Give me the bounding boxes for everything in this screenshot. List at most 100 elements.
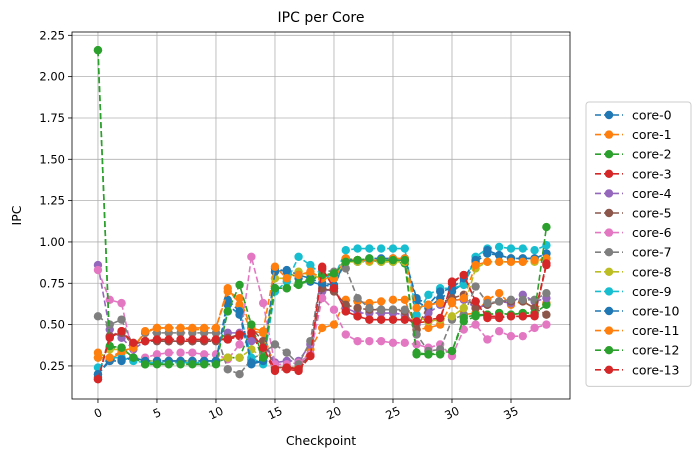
data-point [223,287,232,296]
data-point [93,312,103,321]
data-point [306,275,315,285]
data-point [341,307,350,316]
data-point [329,320,339,329]
data-point [270,284,280,293]
legend-item: core-10 [595,304,680,319]
data-point [353,293,362,303]
data-point [518,312,527,321]
data-point [518,295,527,305]
data-point [471,297,480,306]
legend-item: core-0 [595,108,672,123]
data-point [530,255,539,265]
data-point [388,295,398,305]
legend-item: core-5 [595,206,672,221]
y-tick-label: 2.25 [39,28,65,42]
data-point [459,280,468,290]
legend-marker [604,110,614,120]
legend-marker [604,326,614,335]
data-point [435,350,445,359]
data-point [400,338,409,347]
data-point [424,315,433,324]
data-point [235,340,244,349]
legend-item: core-11 [595,323,680,338]
data-point [294,279,303,288]
data-point [235,353,244,362]
legend-marker [604,365,614,374]
data-point [211,323,221,333]
data-point [424,350,433,359]
data-point [471,260,480,270]
data-point [140,336,150,346]
data-point [424,300,433,309]
data-point [117,327,126,336]
y-tick-label: 2.00 [39,70,65,84]
series-core-12 [93,45,551,369]
data-point [306,260,315,270]
data-point [471,282,480,291]
data-point [471,310,480,319]
data-point [93,45,103,55]
y-tick-label: 0.50 [39,318,65,332]
data-point [223,353,232,362]
data-point [341,246,350,255]
data-point [353,244,362,253]
legend: core-0 core-1 core-2 core-3 core-4 core-5 core… [585,101,692,387]
data-point [199,323,209,333]
legend-marker [604,189,614,198]
data-point [506,331,516,341]
data-point [223,365,232,374]
data-point [412,303,421,313]
grid-lines [72,32,570,399]
data-point [152,350,162,359]
legend-label: core-10 [632,304,680,319]
data-point [235,280,244,290]
data-point [164,348,173,357]
legend-label: core-7 [632,245,672,260]
data-point [164,335,173,344]
data-point [447,312,457,321]
data-point [494,297,504,306]
data-point [471,303,480,313]
data-point [164,360,173,369]
y-tick-label: 0.25 [39,359,65,373]
data-point [282,363,291,372]
y-tick-label: 1.25 [39,194,65,208]
data-point [176,323,185,333]
legend-marker [604,208,614,218]
data-point [530,310,539,319]
legend-item: core-12 [595,343,680,358]
legend-item: core-3 [595,166,672,181]
legend-marker [604,287,614,296]
data-point [317,293,327,303]
data-point [117,343,126,352]
data-point [494,288,504,298]
data-point [152,323,162,333]
data-point [506,257,516,266]
data-point [164,323,173,333]
data-point [412,317,421,326]
data-point [471,320,480,329]
data-point [270,340,280,349]
data-point [542,259,551,268]
data-point [435,298,445,308]
legend-marker [604,346,614,355]
data-point [365,303,374,313]
data-point [388,338,398,347]
data-point [400,295,409,305]
data-point [400,244,409,253]
data-point [105,295,114,305]
data-point [365,254,374,263]
data-point [353,312,362,321]
data-point [317,323,327,333]
data-point [353,255,362,265]
data-point [282,265,291,275]
legend-label: core-11 [632,323,680,338]
x-tick-label: 15 [265,404,284,423]
data-point [518,257,527,266]
data-point [152,360,162,369]
data-point [282,348,291,357]
y-axis-ticks: 0.25 0.50 0.75 1.00 1.25 1.50 1.75 2.00 2.25 [39,28,72,373]
data-point [341,257,350,266]
data-point [388,255,398,265]
